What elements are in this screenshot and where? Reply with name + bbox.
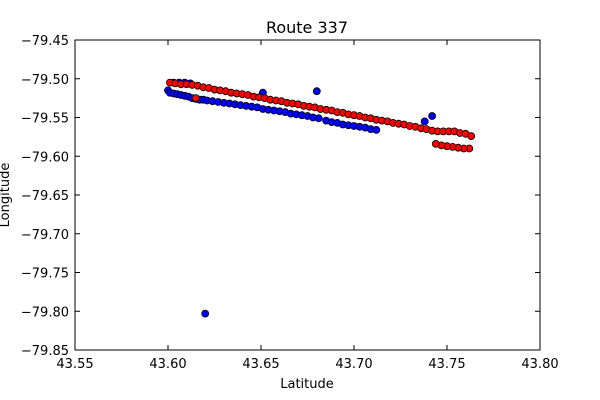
data-point-series-2: [467, 132, 476, 141]
data-point-series-1: [201, 309, 210, 318]
y-tick-label: −79.45: [21, 34, 69, 49]
data-point-series-1: [372, 125, 381, 134]
data-point-series-2: [431, 139, 440, 148]
y-tick-label: −79.65: [21, 189, 69, 204]
x-axis-label: Latitude: [280, 377, 334, 392]
x-tick-label: 43.60: [149, 357, 186, 372]
data-point-series-2: [191, 94, 200, 102]
y-tick-label: −79.60: [21, 150, 69, 165]
y-tick-label: −79.50: [21, 73, 69, 88]
plot-frame: [74, 39, 541, 351]
y-tick-label: −79.80: [21, 305, 69, 320]
y-tick-label: −79.55: [21, 112, 69, 127]
data-point-series-1: [312, 87, 321, 96]
y-tick-label: −79.70: [21, 228, 69, 243]
y-axis-label: Longitude: [0, 163, 13, 228]
chart-title: Route 337: [266, 18, 348, 37]
x-tick-label: 43.75: [428, 357, 465, 372]
x-tick-label: 43.55: [56, 357, 93, 372]
data-point-series-1: [420, 117, 429, 126]
y-tick-label: −79.85: [21, 344, 69, 359]
y-tick-label: −79.75: [21, 267, 69, 282]
x-tick-label: 43.70: [335, 357, 372, 372]
data-point-series-1: [428, 112, 437, 120]
x-tick-label: 43.80: [521, 357, 558, 372]
x-axis-ticks: 43.55 43.60 43.65 43.70 43.75 43.80: [56, 40, 559, 372]
data-point-series-1: [314, 114, 323, 123]
x-tick-label: 43.65: [242, 357, 279, 372]
data-points: [164, 78, 476, 318]
